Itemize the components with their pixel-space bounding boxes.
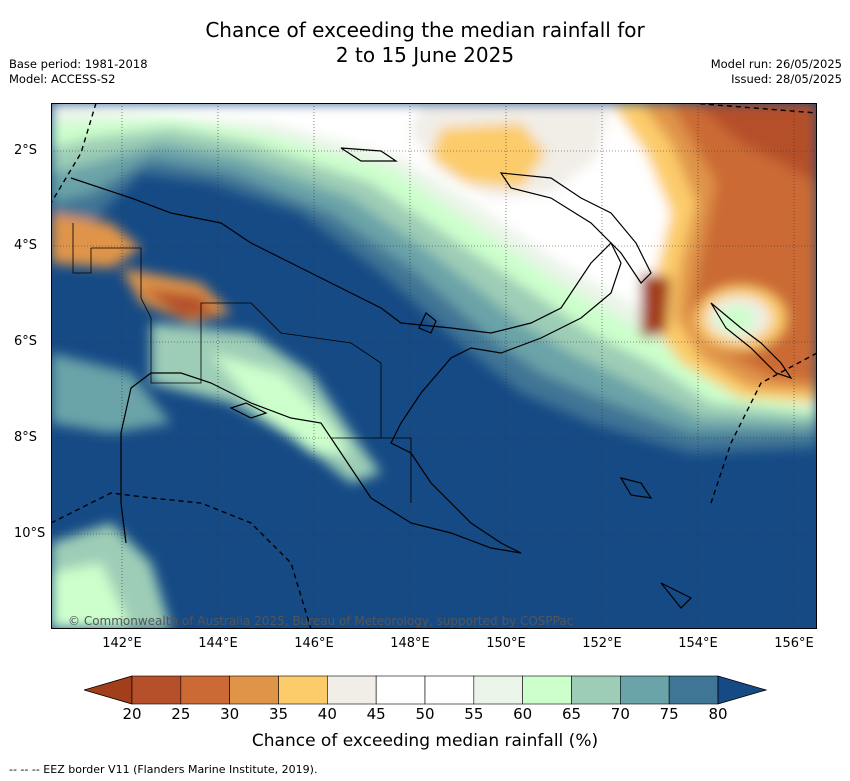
colorbar-segment <box>522 675 572 705</box>
colorbar-segment <box>668 675 719 705</box>
colorbar-label: 80 <box>708 705 728 723</box>
colorbar-segment <box>180 675 230 705</box>
model-info: Base period: 1981-2018 Model: ACCESS-S2 <box>9 57 148 87</box>
colorbar-label: 60 <box>513 705 533 723</box>
colorbar-label: 45 <box>366 705 386 723</box>
colorbar-label: 75 <box>659 705 679 723</box>
graticule <box>51 103 817 629</box>
colorbar-segment <box>375 675 426 705</box>
colorbar-label: 25 <box>171 705 191 723</box>
colorbar-segment <box>131 675 182 705</box>
lat-tick: 8°S <box>14 430 38 445</box>
base-period-label: Base period: 1981-2018 <box>9 57 148 71</box>
colorbar-segment <box>229 675 279 705</box>
lat-tick: 2°S <box>14 143 38 158</box>
title-line-2: 2 to 15 June 2025 <box>335 43 515 67</box>
map-frame <box>51 103 817 629</box>
colorbar-segment <box>424 675 475 705</box>
lon-tick: 156°E <box>774 636 814 651</box>
colorbar <box>84 675 768 705</box>
run-info: Model run: 26/05/2025 Issued: 28/05/2025 <box>711 57 842 87</box>
borders <box>72 223 412 503</box>
colorbar-segment <box>278 675 328 705</box>
lon-tick: 142°E <box>102 636 142 651</box>
eez-border <box>51 103 817 629</box>
lon-tick: 148°E <box>390 636 430 651</box>
colorbar-segment <box>473 675 523 705</box>
lon-tick: 154°E <box>678 636 718 651</box>
probability-contours <box>51 103 817 629</box>
rainfall-map <box>51 103 817 629</box>
lat-tick: 4°S <box>14 238 38 253</box>
lon-tick: 150°E <box>486 636 526 651</box>
eez-footnote: -- -- -- EEZ border V11 (Flanders Marine… <box>9 763 318 776</box>
colorbar-segment <box>327 675 377 705</box>
colorbar-label: 50 <box>415 705 435 723</box>
colorbar-segment <box>620 675 670 705</box>
lon-tick: 146°E <box>294 636 334 651</box>
colorbar-segment <box>571 675 621 705</box>
colorbar-label: 30 <box>220 705 240 723</box>
colorbar-label: 70 <box>610 705 630 723</box>
colorbar-title: Chance of exceeding median rainfall (%) <box>251 731 599 751</box>
colorbar-label: 40 <box>317 705 337 723</box>
coastlines <box>70 147 793 609</box>
colorbar-label: 65 <box>561 705 582 723</box>
lon-tick: 152°E <box>582 636 622 651</box>
colorbar-extend-low <box>84 675 133 705</box>
model-label: Model: ACCESS-S2 <box>9 72 116 86</box>
colorbar-label: 35 <box>268 705 289 723</box>
colorbar-label: 55 <box>464 705 484 723</box>
colorbar-label: 20 <box>122 705 142 723</box>
map-title: Chance of exceeding the median rainfall … <box>0 18 850 68</box>
copyright-notice: © Commonwealth of Australia 2025, Bureau… <box>68 614 574 628</box>
model-run-label: Model run: 26/05/2025 <box>710 57 842 71</box>
colorbar-extend-high <box>717 675 768 705</box>
title-line-1: Chance of exceeding the median rainfall … <box>205 18 645 42</box>
issued-label: Issued: 28/05/2025 <box>731 72 842 86</box>
lon-tick: 144°E <box>198 636 238 651</box>
lat-tick: 6°S <box>14 334 38 349</box>
lat-tick: 10°S <box>14 526 46 541</box>
